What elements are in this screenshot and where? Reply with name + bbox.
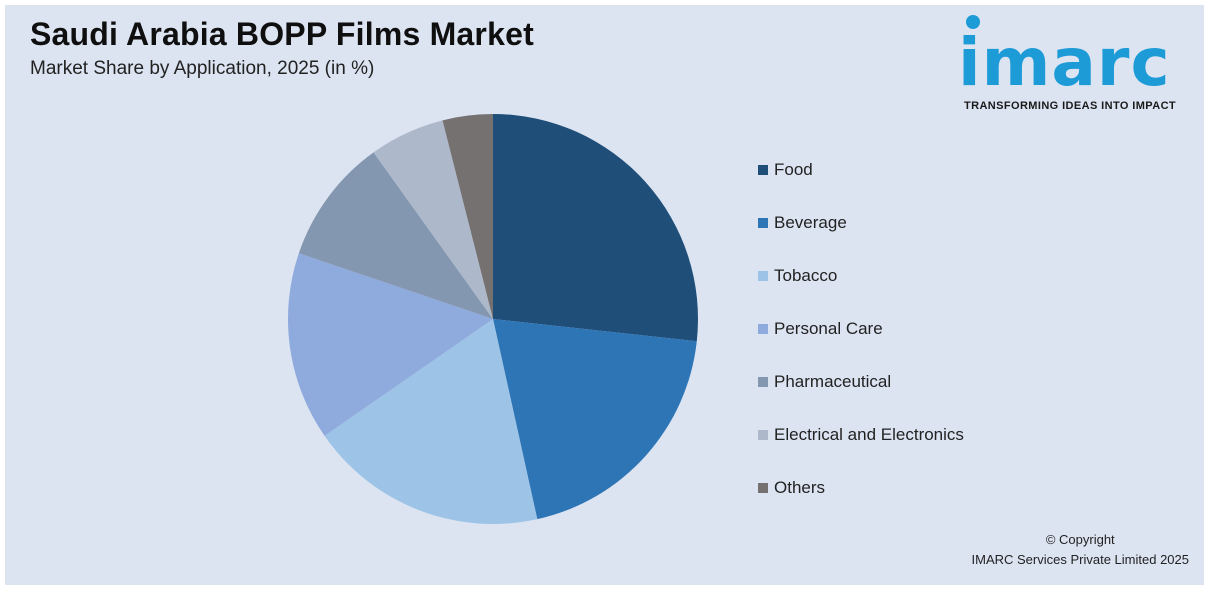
logo-wordmark: imarc	[958, 24, 1171, 101]
legend-item: Pharmaceutical	[758, 372, 964, 425]
legend-item: Electrical and Electronics	[758, 425, 964, 478]
pie-slice-beverage	[493, 319, 697, 520]
legend-label: Personal Care	[774, 319, 883, 338]
legend-label: Others	[774, 478, 826, 497]
legend-swatch	[758, 377, 768, 387]
legend-swatch	[758, 218, 768, 228]
imarc-logo: imarc TRANSFORMING IDEAS INTO IMPACT	[958, 12, 1192, 116]
legend-label: Electrical and Electronics	[774, 425, 964, 444]
legend-item: Personal Care	[758, 319, 964, 372]
logo-dot-icon	[966, 15, 980, 29]
pie-slice-others	[442, 114, 493, 319]
legend-item: Others	[758, 478, 964, 531]
legend-swatch	[758, 271, 768, 281]
chart-legend: Food Beverage Tobacco Personal Care Pharmace…	[758, 160, 964, 531]
legend-swatch	[758, 324, 768, 334]
legend-item: Tobacco	[758, 266, 964, 319]
legend-label: Food	[774, 160, 813, 179]
pie-slice-tobacco	[324, 319, 538, 524]
chart-subtitle: Market Share by Application, 2025 (in %)	[30, 58, 375, 79]
legend-label: Tobacco	[774, 266, 838, 285]
logo-tagline: TRANSFORMING IDEAS INTO IMPACT	[964, 100, 1177, 112]
chart-title: Saudi Arabia BOPP Films Market	[30, 16, 534, 52]
pie-slice-electrical-and-electronics	[373, 120, 493, 319]
pie-slice-food	[493, 114, 699, 342]
pie-slice-pharmaceutical	[298, 152, 493, 319]
copyright-line-2: IMARC Services Private Limited 2025	[971, 552, 1189, 567]
legend-swatch	[758, 430, 768, 440]
legend-item: Beverage	[758, 213, 964, 266]
legend-label: Pharmaceutical	[774, 372, 892, 391]
legend-label: Beverage	[774, 213, 847, 232]
legend-swatch	[758, 165, 768, 175]
pie-slice-personal-care	[288, 253, 493, 436]
legend-swatch	[758, 483, 768, 493]
legend-item: Food	[758, 160, 964, 213]
copyright-line-1: © Copyright	[1045, 532, 1115, 547]
copyright-notice: © Copyright IMARC Services Private Limit…	[972, 530, 1189, 570]
